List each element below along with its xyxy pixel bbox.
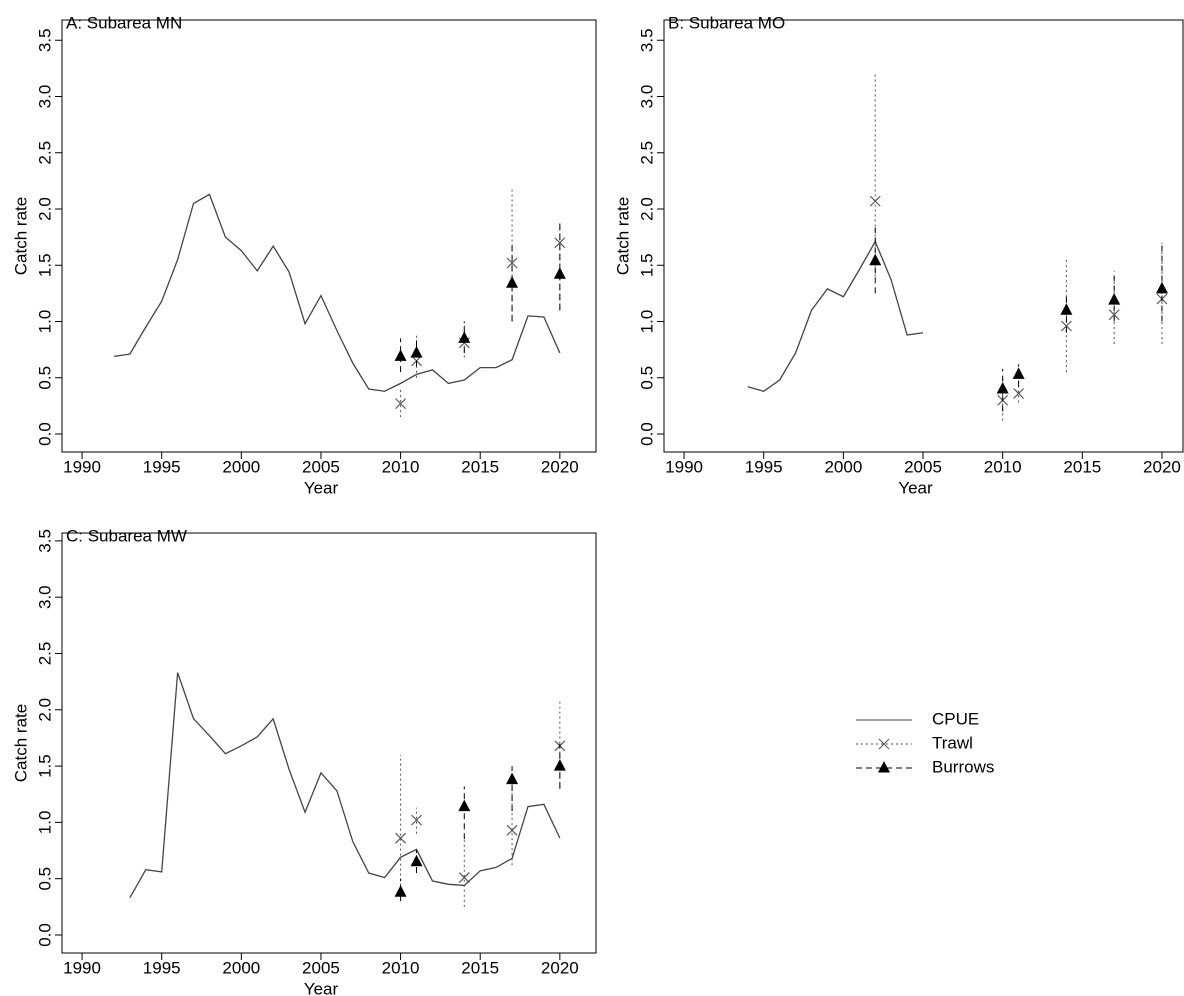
burrows-marker bbox=[553, 267, 566, 279]
y-tick-label: 0.5 bbox=[35, 366, 54, 390]
trawl-marker bbox=[458, 872, 470, 883]
burrows-marker bbox=[1060, 303, 1073, 315]
burrows-marker bbox=[506, 772, 519, 785]
panel-title: C: Subarea MW bbox=[66, 526, 187, 545]
y-tick-label: 3.0 bbox=[637, 85, 656, 109]
y-tick-label: 0.0 bbox=[35, 422, 54, 446]
x-tick-label: 2005 bbox=[302, 958, 340, 977]
plot-box bbox=[61, 19, 597, 453]
plot-box bbox=[663, 19, 1184, 453]
x-axis-label: Year bbox=[304, 478, 339, 497]
trawl-marker bbox=[395, 398, 407, 410]
x-tick-label: 2015 bbox=[461, 457, 499, 476]
trawl-marker bbox=[869, 195, 881, 207]
burrows-marker bbox=[506, 276, 519, 288]
legend-label: Trawl bbox=[932, 733, 973, 752]
y-tick-label: 1.5 bbox=[637, 253, 656, 277]
x-tick-label: 2005 bbox=[302, 457, 340, 476]
trawl-marker bbox=[1108, 309, 1120, 321]
x-axis-label: Year bbox=[898, 478, 933, 497]
y-axis-label: Catch rate bbox=[11, 197, 30, 275]
x-tick-label: 1990 bbox=[665, 457, 703, 476]
x-tick-label: 1990 bbox=[63, 958, 101, 977]
y-tick-label: 3.5 bbox=[637, 28, 656, 52]
y-tick-label: 1.5 bbox=[35, 253, 54, 277]
y-axis-label: Catch rate bbox=[613, 197, 632, 275]
legend-marker bbox=[878, 761, 890, 773]
trawl-marker bbox=[506, 824, 518, 836]
y-tick-label: 1.0 bbox=[35, 310, 54, 334]
x-tick-label: 2000 bbox=[222, 958, 260, 977]
x-tick-label: 1990 bbox=[63, 457, 101, 476]
trawl-marker bbox=[554, 237, 566, 249]
y-tick-label: 3.0 bbox=[35, 85, 54, 109]
y-tick-label: 2.5 bbox=[637, 141, 656, 165]
burrows-marker bbox=[410, 346, 423, 358]
burrows-marker bbox=[1155, 281, 1168, 294]
legend-label: Burrows bbox=[932, 757, 994, 776]
burrows-marker bbox=[394, 349, 407, 361]
x-tick-label: 2020 bbox=[1143, 457, 1181, 476]
x-tick-label: 2015 bbox=[1063, 457, 1101, 476]
y-axis-label: Catch rate bbox=[11, 704, 30, 782]
burrows-marker bbox=[410, 854, 423, 867]
trawl-marker bbox=[1060, 320, 1072, 332]
y-tick-label: 0.0 bbox=[637, 422, 656, 446]
y-tick-label: 0.0 bbox=[35, 923, 54, 947]
burrows-marker bbox=[458, 799, 471, 812]
y-tick-label: 0.5 bbox=[35, 867, 54, 891]
trawl-marker bbox=[1013, 388, 1025, 399]
y-tick-label: 0.5 bbox=[637, 366, 656, 390]
burrows-marker bbox=[394, 885, 407, 897]
y-tick-label: 1.0 bbox=[35, 811, 54, 835]
legend-label: CPUE bbox=[932, 709, 979, 728]
x-tick-label: 2020 bbox=[541, 457, 579, 476]
x-tick-label: 2000 bbox=[824, 457, 862, 476]
y-tick-label: 2.5 bbox=[35, 642, 54, 666]
x-tick-label: 2020 bbox=[541, 958, 579, 977]
cpue-line bbox=[129, 672, 561, 899]
y-tick-label: 1.0 bbox=[637, 310, 656, 334]
y-tick-label: 3.5 bbox=[35, 529, 54, 553]
x-tick-label: 1995 bbox=[143, 958, 181, 977]
x-tick-label: 2010 bbox=[984, 457, 1022, 476]
burrows-marker bbox=[869, 253, 882, 266]
panel-title: A: Subarea MN bbox=[66, 13, 182, 32]
x-tick-label: 1995 bbox=[745, 457, 783, 476]
y-tick-label: 2.0 bbox=[35, 197, 54, 221]
y-tick-label: 3.5 bbox=[35, 28, 54, 52]
y-tick-label: 3.0 bbox=[35, 585, 54, 609]
y-tick-label: 2.0 bbox=[35, 698, 54, 722]
x-tick-label: 2000 bbox=[222, 457, 260, 476]
legend-marker bbox=[878, 738, 890, 750]
cpue-line bbox=[113, 193, 561, 392]
burrows-marker bbox=[458, 331, 471, 343]
burrows-marker bbox=[1108, 293, 1121, 305]
trawl-marker bbox=[411, 814, 422, 826]
x-tick-label: 2005 bbox=[904, 457, 942, 476]
trawl-marker bbox=[506, 257, 518, 269]
cpue-line bbox=[747, 240, 924, 392]
panel: B: Subarea MO 1990 1995 2000 2005 2010 2015 202… bbox=[613, 13, 1184, 497]
x-tick-label: 2015 bbox=[461, 958, 499, 977]
x-axis-label: Year bbox=[304, 979, 339, 996]
panel: A: Subarea MN 1990 1995 2000 2005 2010 2015 202… bbox=[11, 13, 597, 497]
trawl-marker bbox=[395, 832, 407, 844]
panel: C: Subarea MW 1990 1995 2000 2005 2010 2015 202… bbox=[11, 526, 597, 996]
y-tick-label: 1.5 bbox=[35, 754, 54, 778]
burrows-marker bbox=[553, 759, 566, 771]
y-tick-label: 2.0 bbox=[637, 197, 656, 221]
x-tick-label: 2010 bbox=[382, 457, 420, 476]
legend: CPUE Trawl Burrows bbox=[856, 709, 994, 776]
plot-box bbox=[61, 532, 597, 954]
burrows-marker bbox=[996, 382, 1009, 394]
panel-title: B: Subarea MO bbox=[668, 13, 785, 32]
x-tick-label: 2010 bbox=[382, 958, 420, 977]
burrows-marker bbox=[1012, 367, 1025, 379]
x-tick-label: 1995 bbox=[143, 457, 181, 476]
y-tick-label: 2.5 bbox=[35, 141, 54, 165]
